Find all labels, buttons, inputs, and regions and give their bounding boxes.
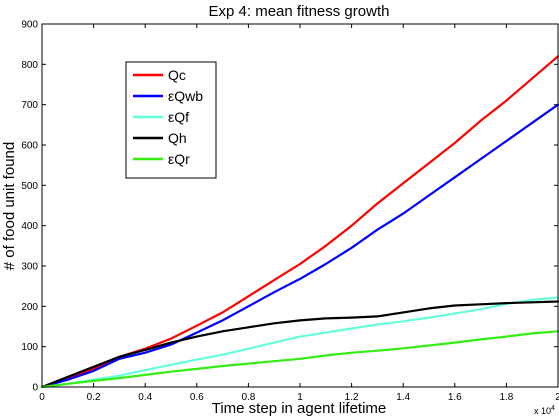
y-tick-label: 800 [21,60,38,71]
legend-label-2: εQf [168,109,189,125]
x-tick-label: 2 [555,392,559,403]
x-tick-label: 1.8 [499,392,513,403]
y-tick-label: 500 [21,181,38,192]
x-axis-label: Time step in agent lifetime [212,400,387,417]
x-tick-label: 0.8 [241,392,255,403]
y-tick-label: 900 [21,20,38,31]
legend-label-3: Qh [168,130,187,146]
series-line-1 [40,103,559,389]
x-tick-label: 1 [297,392,303,403]
y-tick-label: 200 [21,302,38,313]
y-tick-label: 100 [21,342,38,353]
y-axis-label: # of food unit found [1,142,18,270]
y-tick-label: 400 [21,221,38,232]
plot-area-border [41,23,559,388]
y-tick-label: 600 [21,141,38,152]
series-line-4 [40,330,559,389]
x-axis-multiplier-base: x 10 [534,406,551,416]
x-tick-label: 1.4 [396,392,410,403]
legend-label-0: Qc [168,67,186,83]
axis-ticks: 0 0.2 0.4 0.6 0.8 1 1.2 1.4 1.6 1.8 2 0 100 200 300 400… [21,20,559,404]
x-tick-label: 1.2 [345,392,359,403]
series-lines [40,55,559,389]
x-tick-label: 1.6 [448,392,462,403]
legend-label-1: εQwb [168,88,203,104]
y-tick-label: 700 [21,100,38,111]
y-tick-label: 300 [21,262,38,273]
chart-title: Exp 4: mean fitness growth [209,3,390,20]
series-line-2 [40,296,559,389]
x-tick-label: 0.2 [87,392,101,403]
x-axis-multiplier-exponent: 4 [551,405,555,412]
x-axis-multiplier: x 104 [534,405,555,416]
legend: Qc εQwb εQf Qh εQr [125,61,217,179]
x-tick-label: 0.6 [190,392,204,403]
x-tick-label: 0.4 [138,392,152,403]
legend-label-4: εQr [168,151,190,167]
x-tick-label: 0 [39,392,45,403]
series-line-3 [40,300,559,389]
y-tick-label: 0 [32,383,38,394]
